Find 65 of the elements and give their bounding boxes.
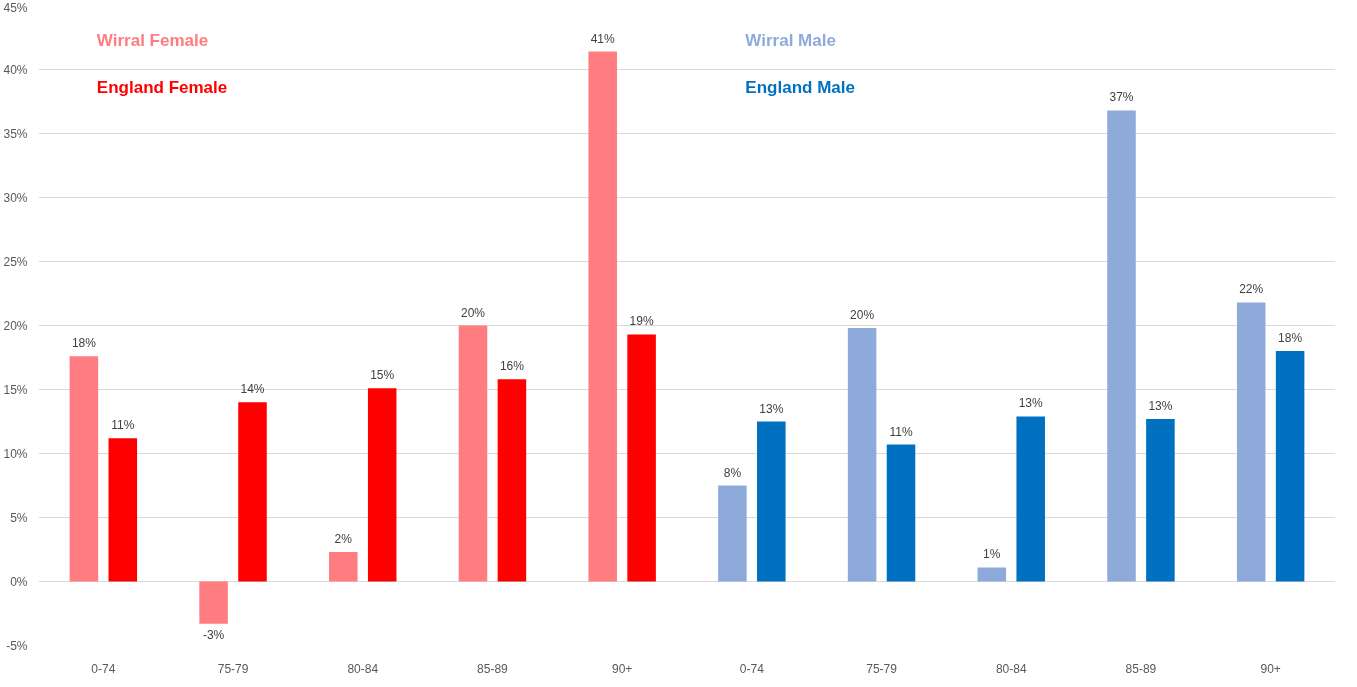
x-tick-label: 0-74 (91, 661, 116, 676)
bar (69, 356, 99, 582)
bar (588, 51, 617, 582)
x-tick-label: 85-89 (1125, 661, 1157, 676)
bar (1016, 416, 1045, 582)
y-tick-label: 10% (3, 446, 28, 461)
data-label: 18% (1278, 331, 1303, 346)
data-label: 13% (759, 401, 784, 416)
bar (238, 402, 267, 582)
text: Wirral Male (745, 30, 836, 50)
data-label: 1% (983, 547, 1001, 562)
bar (1236, 302, 1266, 582)
y-tick-label: 20% (3, 318, 28, 333)
bar (458, 325, 488, 582)
x-tick-label: 80-84 (347, 661, 379, 676)
x-tick-label: 80-84 (995, 661, 1027, 676)
data-label: 15% (370, 368, 395, 383)
bar (977, 567, 1007, 582)
data-label: 13% (1148, 398, 1173, 413)
bar (108, 438, 138, 582)
bar (718, 485, 747, 582)
bar (1146, 418, 1175, 582)
x-tick-label: 75-79 (866, 661, 898, 676)
data-label: -3% (202, 627, 225, 642)
y-tick-label: 25% (3, 254, 28, 269)
data-label: 18% (71, 336, 97, 351)
y-tick-label: 15% (3, 382, 28, 397)
data-label: 11% (111, 418, 135, 433)
y-tick-label: 40% (3, 62, 28, 77)
y-tick-label: 0% (10, 574, 28, 589)
data-label: 2% (334, 532, 353, 547)
data-label: 37% (1109, 90, 1134, 105)
x-tick-label: 0-74 (739, 661, 765, 676)
data-label: 20% (460, 305, 486, 320)
data-label: 41% (590, 31, 616, 46)
data-label: 14% (240, 382, 265, 397)
y-tick-label: 35% (3, 126, 28, 141)
data-label: 22% (1239, 282, 1264, 297)
x-tick-label: 75-79 (217, 661, 249, 676)
bar (1107, 110, 1136, 582)
y-tick-label: -5% (6, 638, 28, 653)
bar (627, 334, 656, 582)
bar (1275, 351, 1305, 582)
y-tick-label: 30% (3, 190, 28, 205)
data-label: 20% (850, 308, 875, 323)
bar (757, 421, 786, 582)
data-label: 11% (889, 424, 913, 439)
x-tick-label: 90+ (1260, 661, 1281, 676)
y-tick-label: 5% (10, 510, 28, 525)
bar (886, 444, 916, 582)
data-label: 16% (499, 359, 525, 374)
bar (847, 328, 877, 582)
bar (497, 379, 527, 582)
data-label: 8% (723, 465, 742, 480)
bar (367, 388, 397, 582)
x-tick-label: 90+ (611, 661, 633, 676)
data-label: 13% (1018, 396, 1044, 411)
x-tick-label: 85-89 (477, 661, 509, 676)
y-tick-label: 45% (3, 0, 28, 15)
bar (199, 581, 228, 624)
text: Wirral Female (96, 30, 209, 50)
text: England Female (96, 77, 228, 97)
bar (329, 552, 358, 582)
data-label: 19% (629, 314, 654, 329)
text: England Male (745, 77, 855, 97)
